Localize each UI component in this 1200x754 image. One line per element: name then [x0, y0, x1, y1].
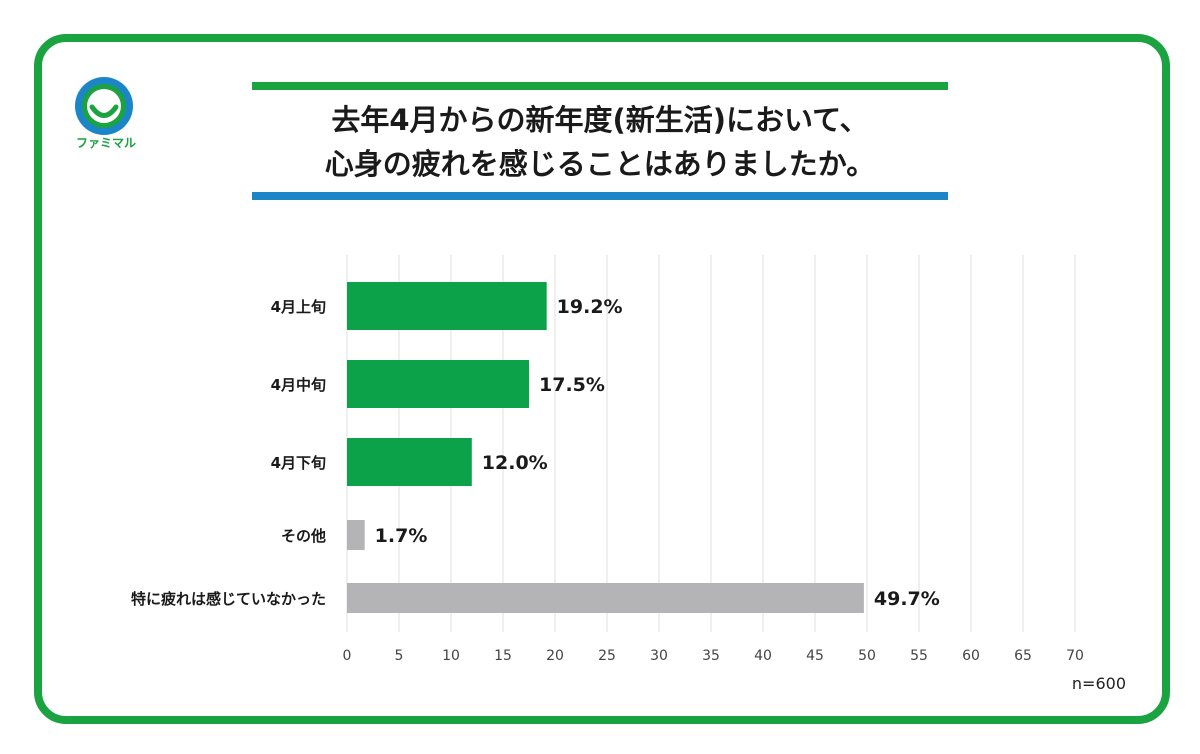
smile-logo-icon: [75, 77, 133, 135]
category-label: 特に疲れは感じていなかった: [131, 590, 326, 608]
x-tick-label: 25: [598, 648, 616, 664]
category-label: 4月上旬: [271, 298, 326, 316]
x-tick-labels: 0 5 10 15 20 25 30 35 40 45 50 55 60 65 70: [343, 648, 1084, 664]
bars: [347, 282, 864, 613]
value-label: 17.5%: [539, 374, 605, 396]
value-labels: 19.2% 17.5% 12.0% 1.7% 49.7%: [375, 296, 940, 610]
x-tick-label: 50: [858, 648, 876, 664]
title-top-bar: [252, 82, 948, 90]
x-tick-label: 40: [754, 648, 772, 664]
x-tick-label: 70: [1066, 648, 1084, 664]
x-tick-label: 15: [494, 648, 512, 664]
category-label: 4月下旬: [271, 454, 326, 472]
value-label: 49.7%: [874, 588, 940, 610]
bar: [347, 520, 365, 550]
title-bottom-bar: [252, 192, 948, 200]
bar: [347, 583, 864, 613]
category-label: 4月中旬: [271, 376, 326, 394]
logo-text: ファミマル: [75, 136, 136, 150]
bar: [347, 438, 472, 486]
x-tick-label: 55: [910, 648, 928, 664]
x-tick-label: 0: [343, 648, 352, 664]
x-tick-label: 60: [962, 648, 980, 664]
x-tick-label: 65: [1014, 648, 1032, 664]
value-label: 1.7%: [375, 525, 428, 547]
bar: [347, 360, 529, 408]
x-tick-label: 5: [395, 648, 404, 664]
value-label: 19.2%: [557, 296, 623, 318]
x-tick-label: 45: [806, 648, 824, 664]
bar: [347, 282, 547, 330]
value-label: 12.0%: [482, 452, 548, 474]
chart-title: 去年4月からの新年度(新生活)において、 心身の疲れを感じることはありましたか。: [252, 96, 948, 188]
title-line-1: 去年4月からの新年度(新生活)において、: [331, 103, 869, 137]
x-tick-label: 10: [442, 648, 460, 664]
category-label: その他: [281, 527, 326, 545]
title-line-2: 心身の疲れを感じることはありましたか。: [324, 147, 876, 181]
x-tick-label: 35: [702, 648, 720, 664]
x-tick-label: 20: [546, 648, 564, 664]
x-tick-label: 30: [650, 648, 668, 664]
sample-size: n=600: [1071, 674, 1126, 693]
